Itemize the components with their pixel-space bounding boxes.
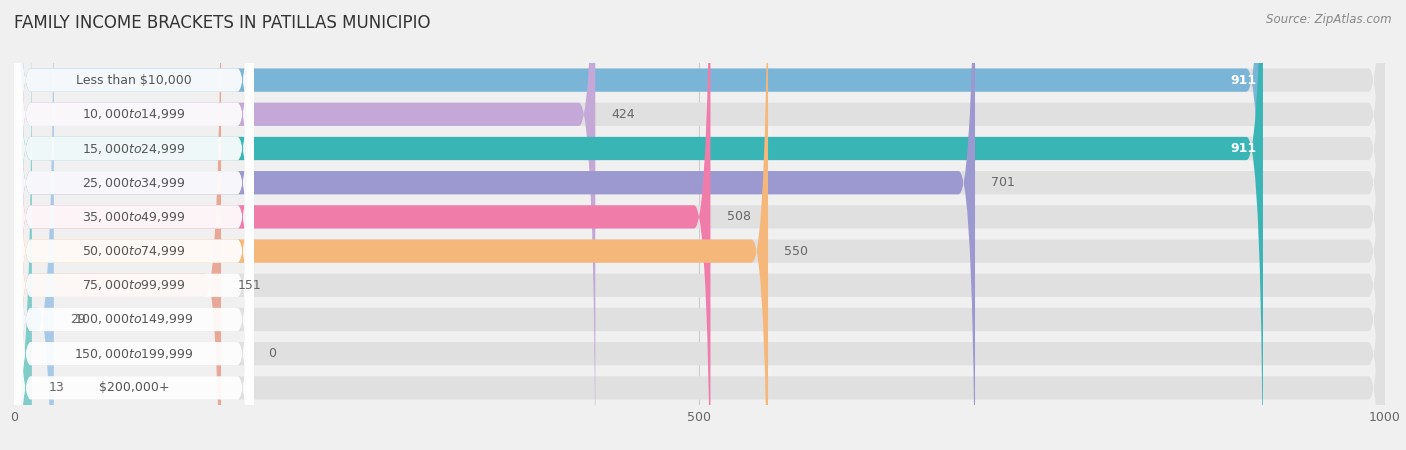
Text: 151: 151 xyxy=(238,279,262,292)
Text: 911: 911 xyxy=(1230,142,1256,155)
Text: 29: 29 xyxy=(70,313,86,326)
FancyBboxPatch shape xyxy=(14,0,254,450)
FancyBboxPatch shape xyxy=(14,0,1263,450)
Text: $10,000 to $14,999: $10,000 to $14,999 xyxy=(83,107,186,122)
Text: $75,000 to $99,999: $75,000 to $99,999 xyxy=(83,278,186,293)
Text: FAMILY INCOME BRACKETS IN PATILLAS MUNICIPIO: FAMILY INCOME BRACKETS IN PATILLAS MUNIC… xyxy=(14,14,430,32)
Text: 0: 0 xyxy=(267,347,276,360)
Text: 424: 424 xyxy=(612,108,636,121)
FancyBboxPatch shape xyxy=(14,0,1385,450)
FancyBboxPatch shape xyxy=(14,0,1385,450)
FancyBboxPatch shape xyxy=(14,0,974,450)
FancyBboxPatch shape xyxy=(14,0,254,450)
FancyBboxPatch shape xyxy=(14,0,1385,450)
FancyBboxPatch shape xyxy=(14,0,254,450)
Text: 701: 701 xyxy=(991,176,1015,189)
FancyBboxPatch shape xyxy=(14,0,1385,450)
FancyBboxPatch shape xyxy=(14,0,710,450)
Text: $15,000 to $24,999: $15,000 to $24,999 xyxy=(83,141,186,156)
FancyBboxPatch shape xyxy=(14,0,595,450)
FancyBboxPatch shape xyxy=(14,0,221,450)
Text: $200,000+: $200,000+ xyxy=(98,382,169,394)
FancyBboxPatch shape xyxy=(14,0,254,450)
FancyBboxPatch shape xyxy=(14,0,254,450)
FancyBboxPatch shape xyxy=(14,0,1385,450)
FancyBboxPatch shape xyxy=(14,0,1385,450)
Text: $50,000 to $74,999: $50,000 to $74,999 xyxy=(83,244,186,258)
FancyBboxPatch shape xyxy=(14,0,1385,450)
Text: $150,000 to $199,999: $150,000 to $199,999 xyxy=(75,346,194,361)
Text: Less than $10,000: Less than $10,000 xyxy=(76,74,191,86)
Text: $35,000 to $49,999: $35,000 to $49,999 xyxy=(83,210,186,224)
FancyBboxPatch shape xyxy=(14,0,53,450)
FancyBboxPatch shape xyxy=(14,0,254,450)
FancyBboxPatch shape xyxy=(14,0,32,450)
FancyBboxPatch shape xyxy=(14,0,1385,450)
Text: $100,000 to $149,999: $100,000 to $149,999 xyxy=(75,312,194,327)
Text: 911: 911 xyxy=(1230,74,1256,86)
FancyBboxPatch shape xyxy=(14,0,1385,450)
FancyBboxPatch shape xyxy=(14,0,254,450)
FancyBboxPatch shape xyxy=(14,0,254,450)
Text: $25,000 to $34,999: $25,000 to $34,999 xyxy=(83,176,186,190)
Text: Source: ZipAtlas.com: Source: ZipAtlas.com xyxy=(1267,14,1392,27)
FancyBboxPatch shape xyxy=(14,0,1263,450)
Text: 508: 508 xyxy=(727,211,751,223)
FancyBboxPatch shape xyxy=(14,0,254,450)
FancyBboxPatch shape xyxy=(14,0,254,450)
FancyBboxPatch shape xyxy=(14,0,768,450)
Text: 13: 13 xyxy=(48,382,65,394)
Text: 550: 550 xyxy=(785,245,808,257)
FancyBboxPatch shape xyxy=(14,0,1385,450)
